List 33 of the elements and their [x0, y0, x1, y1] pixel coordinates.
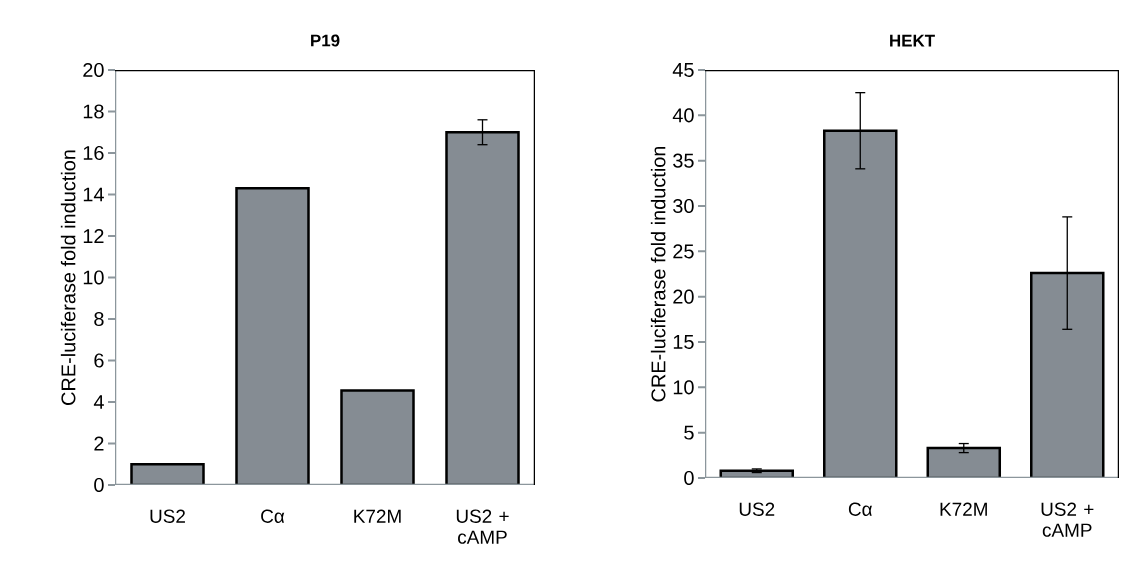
y-tick-label: 6: [94, 353, 104, 368]
y-axis-title: CRE-luciferase fold induction: [650, 146, 666, 402]
y-tick-label: 2: [94, 436, 104, 451]
y-tick-label: 30: [673, 198, 694, 214]
y-tick-label: 0: [684, 470, 694, 486]
y-tick-label: 0: [94, 477, 104, 493]
y-tick-label: 15: [673, 335, 694, 349]
y-tick-label: 45: [672, 63, 694, 77]
chart-title: P19: [311, 34, 340, 47]
y-axis-title: CRE-luciferase fold induction: [60, 150, 76, 405]
x-tick-label: Cα: [261, 509, 285, 523]
y-tick-label: 8: [94, 311, 104, 327]
x-tick-label: US2 + cAMP: [1041, 502, 1094, 537]
y-tick-label: 18: [83, 104, 104, 119]
y-tick-label: 4: [93, 395, 104, 409]
x-tick-label: K72M: [354, 509, 401, 523]
x-tick-label: US2: [150, 509, 185, 523]
y-tick-label: 12: [83, 229, 104, 243]
y-tick-label: 14: [83, 187, 104, 202]
chart-title: HEKT: [890, 34, 935, 47]
y-tick-label: 40: [672, 108, 694, 123]
y-tick-label: 35: [673, 153, 694, 168]
y-tick-label: 10: [83, 270, 104, 285]
y-tick-label: 10: [673, 380, 694, 395]
x-tick-label: Cα: [848, 502, 873, 516]
x-tick-label: US2: [739, 502, 775, 516]
y-tick-label: 25: [673, 244, 694, 259]
x-tick-label: US2 + cAMP: [456, 509, 509, 544]
y-tick-label: 20: [83, 62, 104, 78]
y-tick-label: 20: [673, 289, 694, 304]
y-tick-label: 16: [83, 145, 104, 161]
y-tick-label: 5: [684, 425, 694, 440]
x-tick-label: K72M: [940, 502, 987, 516]
